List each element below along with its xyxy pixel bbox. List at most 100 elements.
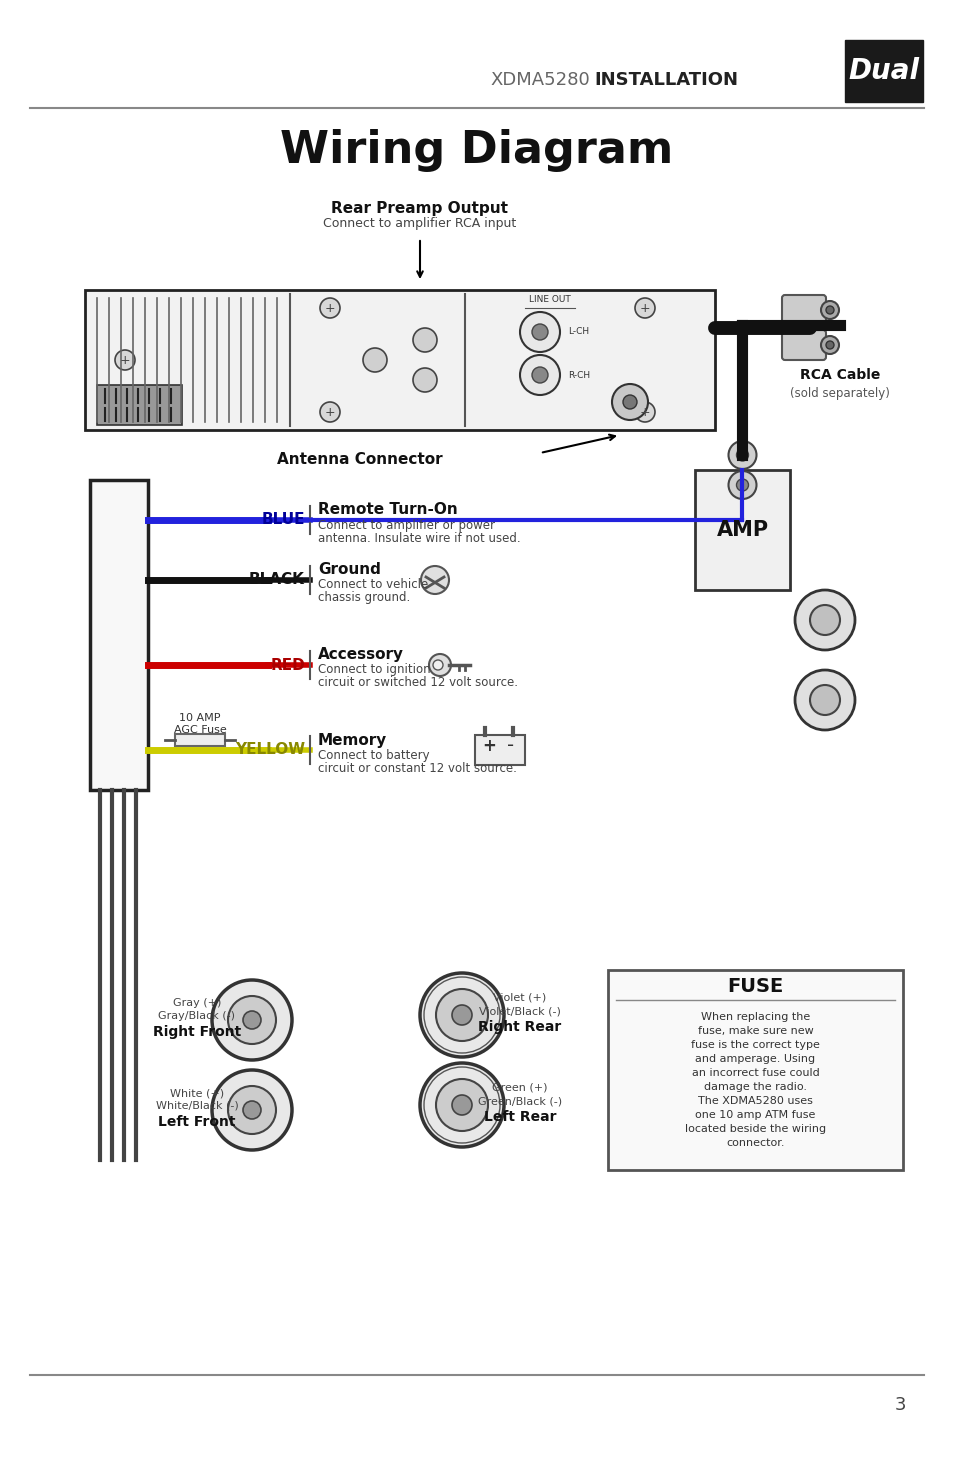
- Text: +: +: [481, 738, 496, 755]
- Circle shape: [736, 479, 748, 491]
- Circle shape: [212, 979, 292, 1061]
- Circle shape: [635, 403, 655, 422]
- Circle shape: [612, 384, 647, 420]
- Text: INSTALLATION: INSTALLATION: [594, 71, 738, 88]
- Text: Wiring Diagram: Wiring Diagram: [280, 128, 673, 171]
- Text: Ground: Ground: [317, 562, 380, 578]
- Circle shape: [635, 298, 655, 319]
- Text: When replacing the
fuse, make sure new
fuse is the correct type
and amperage. Us: When replacing the fuse, make sure new f…: [684, 1012, 825, 1148]
- Circle shape: [243, 1010, 261, 1030]
- Text: Right Front: Right Front: [152, 1025, 241, 1038]
- Text: 3: 3: [893, 1395, 904, 1415]
- Text: Dual: Dual: [847, 58, 919, 86]
- Circle shape: [436, 990, 488, 1041]
- Text: BLUE: BLUE: [261, 512, 305, 528]
- Text: Memory: Memory: [317, 733, 387, 748]
- Text: Left Rear: Left Rear: [483, 1111, 556, 1124]
- Text: Left Front: Left Front: [158, 1115, 235, 1128]
- Text: White/Black (-): White/Black (-): [155, 1100, 238, 1111]
- Circle shape: [622, 395, 637, 409]
- FancyBboxPatch shape: [844, 40, 923, 102]
- Text: (sold separately): (sold separately): [789, 386, 889, 400]
- Text: Connect to battery: Connect to battery: [317, 748, 429, 761]
- Text: -: -: [507, 736, 514, 755]
- Circle shape: [319, 403, 339, 422]
- Text: Green/Black (-): Green/Black (-): [477, 1096, 561, 1106]
- Circle shape: [532, 367, 547, 384]
- Circle shape: [519, 355, 559, 395]
- Text: circuit or constant 12 volt source.: circuit or constant 12 volt source.: [317, 761, 517, 774]
- Circle shape: [363, 348, 387, 372]
- Text: RCA Cable: RCA Cable: [799, 367, 880, 382]
- Circle shape: [821, 301, 838, 319]
- Circle shape: [115, 350, 135, 370]
- Circle shape: [794, 590, 854, 650]
- Text: Gray (+): Gray (+): [172, 999, 221, 1007]
- Text: +: +: [324, 301, 335, 314]
- Circle shape: [728, 441, 756, 469]
- Text: LINE OUT: LINE OUT: [529, 295, 570, 304]
- Text: +: +: [324, 406, 335, 419]
- Text: circuit or switched 12 volt source.: circuit or switched 12 volt source.: [317, 677, 517, 689]
- Circle shape: [825, 341, 833, 350]
- Circle shape: [436, 1080, 488, 1131]
- Text: +: +: [639, 406, 650, 419]
- Bar: [695, 471, 789, 590]
- Text: R-CH: R-CH: [567, 370, 590, 379]
- Circle shape: [243, 1100, 261, 1120]
- Text: +: +: [119, 354, 131, 366]
- Circle shape: [419, 974, 503, 1058]
- Circle shape: [319, 298, 339, 319]
- Text: Rear Preamp Output: Rear Preamp Output: [331, 201, 508, 215]
- Bar: [174, 735, 225, 746]
- Circle shape: [413, 327, 436, 353]
- Circle shape: [420, 566, 449, 594]
- Circle shape: [809, 684, 840, 715]
- Text: Gray/Black (-): Gray/Black (-): [158, 1010, 235, 1021]
- Text: 10 AMP: 10 AMP: [179, 712, 220, 723]
- Circle shape: [228, 1086, 275, 1134]
- Text: AGC Fuse: AGC Fuse: [173, 726, 226, 735]
- Bar: [475, 735, 524, 766]
- Circle shape: [433, 659, 442, 670]
- Text: Connect to amplifier RCA input: Connect to amplifier RCA input: [323, 217, 517, 230]
- Circle shape: [809, 605, 840, 636]
- Text: Right Rear: Right Rear: [477, 1021, 561, 1034]
- Text: Connect to ignition: Connect to ignition: [317, 664, 430, 677]
- Circle shape: [429, 653, 451, 676]
- Text: Antenna Connector: Antenna Connector: [277, 453, 442, 468]
- Text: XDMA5280: XDMA5280: [490, 71, 589, 88]
- Text: antenna. Insulate wire if not used.: antenna. Insulate wire if not used.: [317, 531, 520, 544]
- FancyBboxPatch shape: [781, 330, 825, 360]
- Text: L-CH: L-CH: [567, 327, 589, 336]
- Circle shape: [413, 367, 436, 392]
- Text: YELLOW: YELLOW: [234, 742, 305, 758]
- Circle shape: [212, 1069, 292, 1150]
- Text: White (+): White (+): [170, 1089, 224, 1097]
- Text: Connect to amplifier or power: Connect to amplifier or power: [317, 519, 495, 531]
- Text: RED: RED: [270, 658, 305, 673]
- Circle shape: [736, 448, 748, 462]
- Bar: [607, 971, 902, 1170]
- Text: Accessory: Accessory: [317, 648, 403, 662]
- Circle shape: [532, 324, 547, 341]
- Text: chassis ground.: chassis ground.: [317, 591, 410, 605]
- Text: Remote Turn-On: Remote Turn-On: [317, 503, 457, 518]
- Circle shape: [519, 313, 559, 353]
- Text: Connect to vehicle: Connect to vehicle: [317, 578, 428, 591]
- Circle shape: [419, 1063, 503, 1148]
- Text: Violet (+): Violet (+): [493, 993, 546, 1003]
- Text: FUSE: FUSE: [726, 978, 782, 997]
- Circle shape: [794, 670, 854, 730]
- Circle shape: [228, 996, 275, 1044]
- Text: BLACK: BLACK: [249, 572, 305, 587]
- Text: +: +: [639, 301, 650, 314]
- Circle shape: [825, 305, 833, 314]
- Text: Green (+): Green (+): [492, 1083, 547, 1093]
- Circle shape: [728, 471, 756, 499]
- Circle shape: [452, 1094, 472, 1115]
- Circle shape: [821, 336, 838, 354]
- Text: AMP: AMP: [716, 521, 768, 540]
- Bar: [90, 479, 148, 791]
- Bar: [85, 291, 714, 431]
